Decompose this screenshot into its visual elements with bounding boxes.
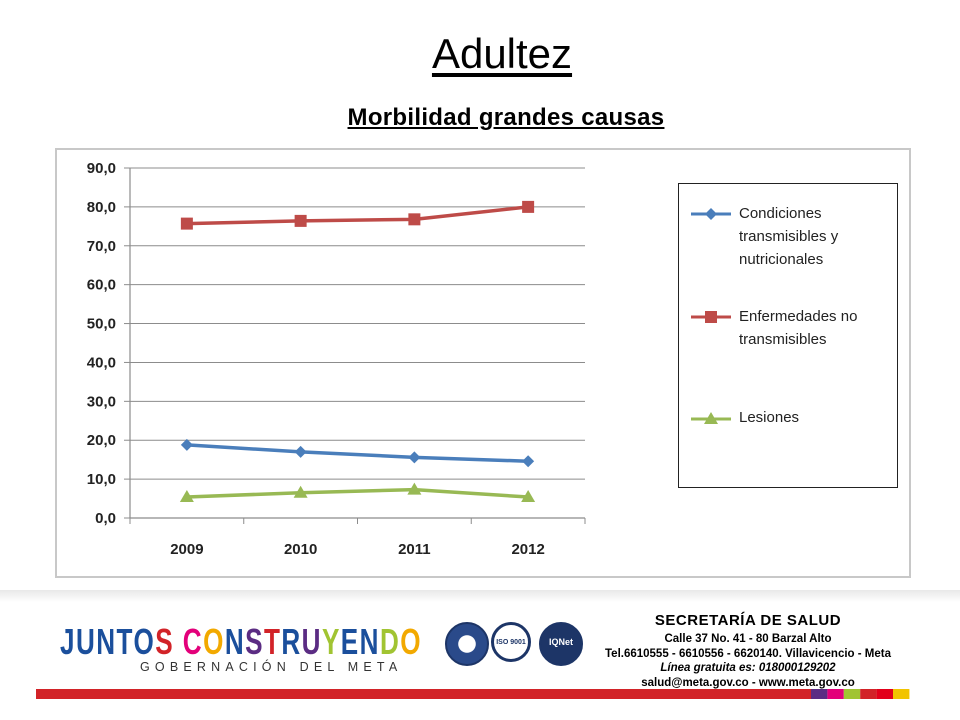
logo-letter: O xyxy=(203,621,225,662)
stripe-segment xyxy=(827,689,844,699)
series-line-1 xyxy=(186,205,529,226)
logo-letter: U xyxy=(76,621,96,662)
contact-address: Calle 37 No. 41 - 80 Barzal Alto xyxy=(664,633,832,645)
x-tick-label: 2012 xyxy=(511,541,544,558)
legend-marker-diamond-icon xyxy=(691,208,731,220)
data-point xyxy=(180,217,193,230)
slide-subtitle: Morbilidad grandes causas xyxy=(347,104,665,131)
legend-label-lesiones: Lesiones xyxy=(739,406,799,429)
series-line-0 xyxy=(186,443,529,463)
logo-letter: S xyxy=(245,621,264,662)
legend-marker-triangle-icon xyxy=(691,412,731,424)
logo-subtitle: GOBERNACIÓN DEL META xyxy=(140,660,403,674)
y-tick-label: 70,0 xyxy=(87,238,116,255)
logo-letter: U xyxy=(302,621,322,662)
logo-letter: O xyxy=(133,621,155,662)
stripe-segment xyxy=(843,689,861,699)
data-point xyxy=(407,482,422,495)
legend-label-enfermedades: Enfermedades no transmisibles xyxy=(739,305,857,351)
logo-letter: R xyxy=(281,621,301,662)
y-tick-label: 50,0 xyxy=(87,316,116,333)
data-point xyxy=(522,200,535,213)
logo-letter: J xyxy=(60,621,76,662)
legend-marker-square-icon xyxy=(691,311,731,323)
y-tick-label: 90,0 xyxy=(87,160,116,177)
line-chart: 0,0 10,0 20,0 30,0 40,0 50,0 60,0 70,0 80,0 90,0 2… xyxy=(87,160,586,558)
stripe-segment xyxy=(876,689,893,699)
logo-letter: T xyxy=(117,621,134,662)
stripe-segment xyxy=(811,689,828,699)
stripe-segment xyxy=(36,689,811,699)
contact-phone: Tel.6610555 - 6610556 - 6620140. Villavi… xyxy=(605,647,891,660)
contact-title: SECRETARÍA DE SALUD xyxy=(654,612,842,629)
y-tick-label: 20,0 xyxy=(87,432,116,449)
legend-item-lesiones: Lesiones xyxy=(679,406,897,430)
logo-letter: T xyxy=(264,621,281,662)
logo-letter: N xyxy=(360,621,380,662)
series-line-2 xyxy=(186,487,529,499)
data-point xyxy=(294,214,307,227)
logo-letter: O xyxy=(400,621,422,662)
y-tick-label: 60,0 xyxy=(87,277,116,294)
slide-title: Adultez xyxy=(431,30,573,77)
y-tick-label: 10,0 xyxy=(87,471,116,488)
x-tick-label: 2009 xyxy=(170,541,203,558)
legend-line: Condiciones xyxy=(739,205,822,222)
data-point xyxy=(408,451,421,464)
logo-letter: E xyxy=(341,621,360,662)
data-point xyxy=(294,445,307,458)
data-point xyxy=(408,213,421,226)
contact-block: SECRETARÍA DE SALUD Calle 37 No. 41 - 80… xyxy=(582,612,914,690)
stripe-segment xyxy=(860,689,877,699)
legend-line: Enfermedades no xyxy=(739,308,858,325)
x-tick-label: 2010 xyxy=(284,541,317,558)
logo-letter: N xyxy=(225,621,245,662)
legend-line: transmisibles y xyxy=(739,228,839,245)
chart-legend: Condiciones transmisibles y nutricionale… xyxy=(678,183,898,488)
contact-email-web: salud@meta.gov.co - www.meta.gov.co xyxy=(641,676,855,689)
y-tick-label: 40,0 xyxy=(87,354,116,371)
logo-letter: D xyxy=(380,621,400,662)
legend-line: transmisibles xyxy=(739,331,827,348)
iqnet-seal-icon: IQNet xyxy=(539,622,583,666)
contact-hotline: Línea gratuita es: 018000129202 xyxy=(660,662,836,674)
footer-color-stripe xyxy=(36,689,910,699)
legend-label-condiciones: Condiciones transmisibles y nutricionale… xyxy=(739,202,838,271)
logo-letter: N xyxy=(96,621,116,662)
logo-letter: S xyxy=(155,621,174,662)
data-point xyxy=(522,455,535,468)
stripe-segment xyxy=(893,689,910,699)
data-point xyxy=(293,485,308,498)
logo-letter: Y xyxy=(322,621,341,662)
data-point xyxy=(180,438,193,451)
y-tick-label: 80,0 xyxy=(87,199,116,216)
legend-line: Lesiones xyxy=(739,409,800,426)
legend-line: nutricionales xyxy=(739,251,824,268)
logo-letter: C xyxy=(183,621,203,662)
footer-divider xyxy=(0,590,960,602)
y-tick-label: 30,0 xyxy=(87,393,116,410)
data-point xyxy=(179,490,194,502)
iso-seal-label: ISO 9001 xyxy=(496,639,526,646)
svg-text:JUNTOS CONSTRUYENDO: JUNTOS CONSTRUYENDO xyxy=(60,621,422,662)
iqnet-seal-label: IQNet xyxy=(548,637,573,647)
juntos-construyendo-logo: JUNTOS CONSTRUYENDO xyxy=(60,621,422,662)
data-point xyxy=(521,490,536,502)
legend-item-enfermedades: Enfermedades no transmisibles xyxy=(679,305,897,353)
logo-letter xyxy=(174,621,183,662)
x-tick-label: 2011 xyxy=(398,541,431,558)
legend-item-condiciones: Condiciones transmisibles y nutricionale… xyxy=(679,202,897,272)
y-tick-label: 0,0 xyxy=(95,510,116,527)
iso-seal-icon: ISO 9001 xyxy=(491,622,531,662)
meta-seal-icon xyxy=(445,622,489,666)
